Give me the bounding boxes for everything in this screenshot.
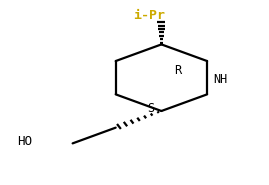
- Text: HO: HO: [17, 135, 32, 148]
- Text: NH: NH: [214, 73, 228, 86]
- Text: R: R: [174, 64, 181, 77]
- Text: i-Pr: i-Pr: [133, 9, 165, 22]
- Text: S: S: [147, 102, 154, 115]
